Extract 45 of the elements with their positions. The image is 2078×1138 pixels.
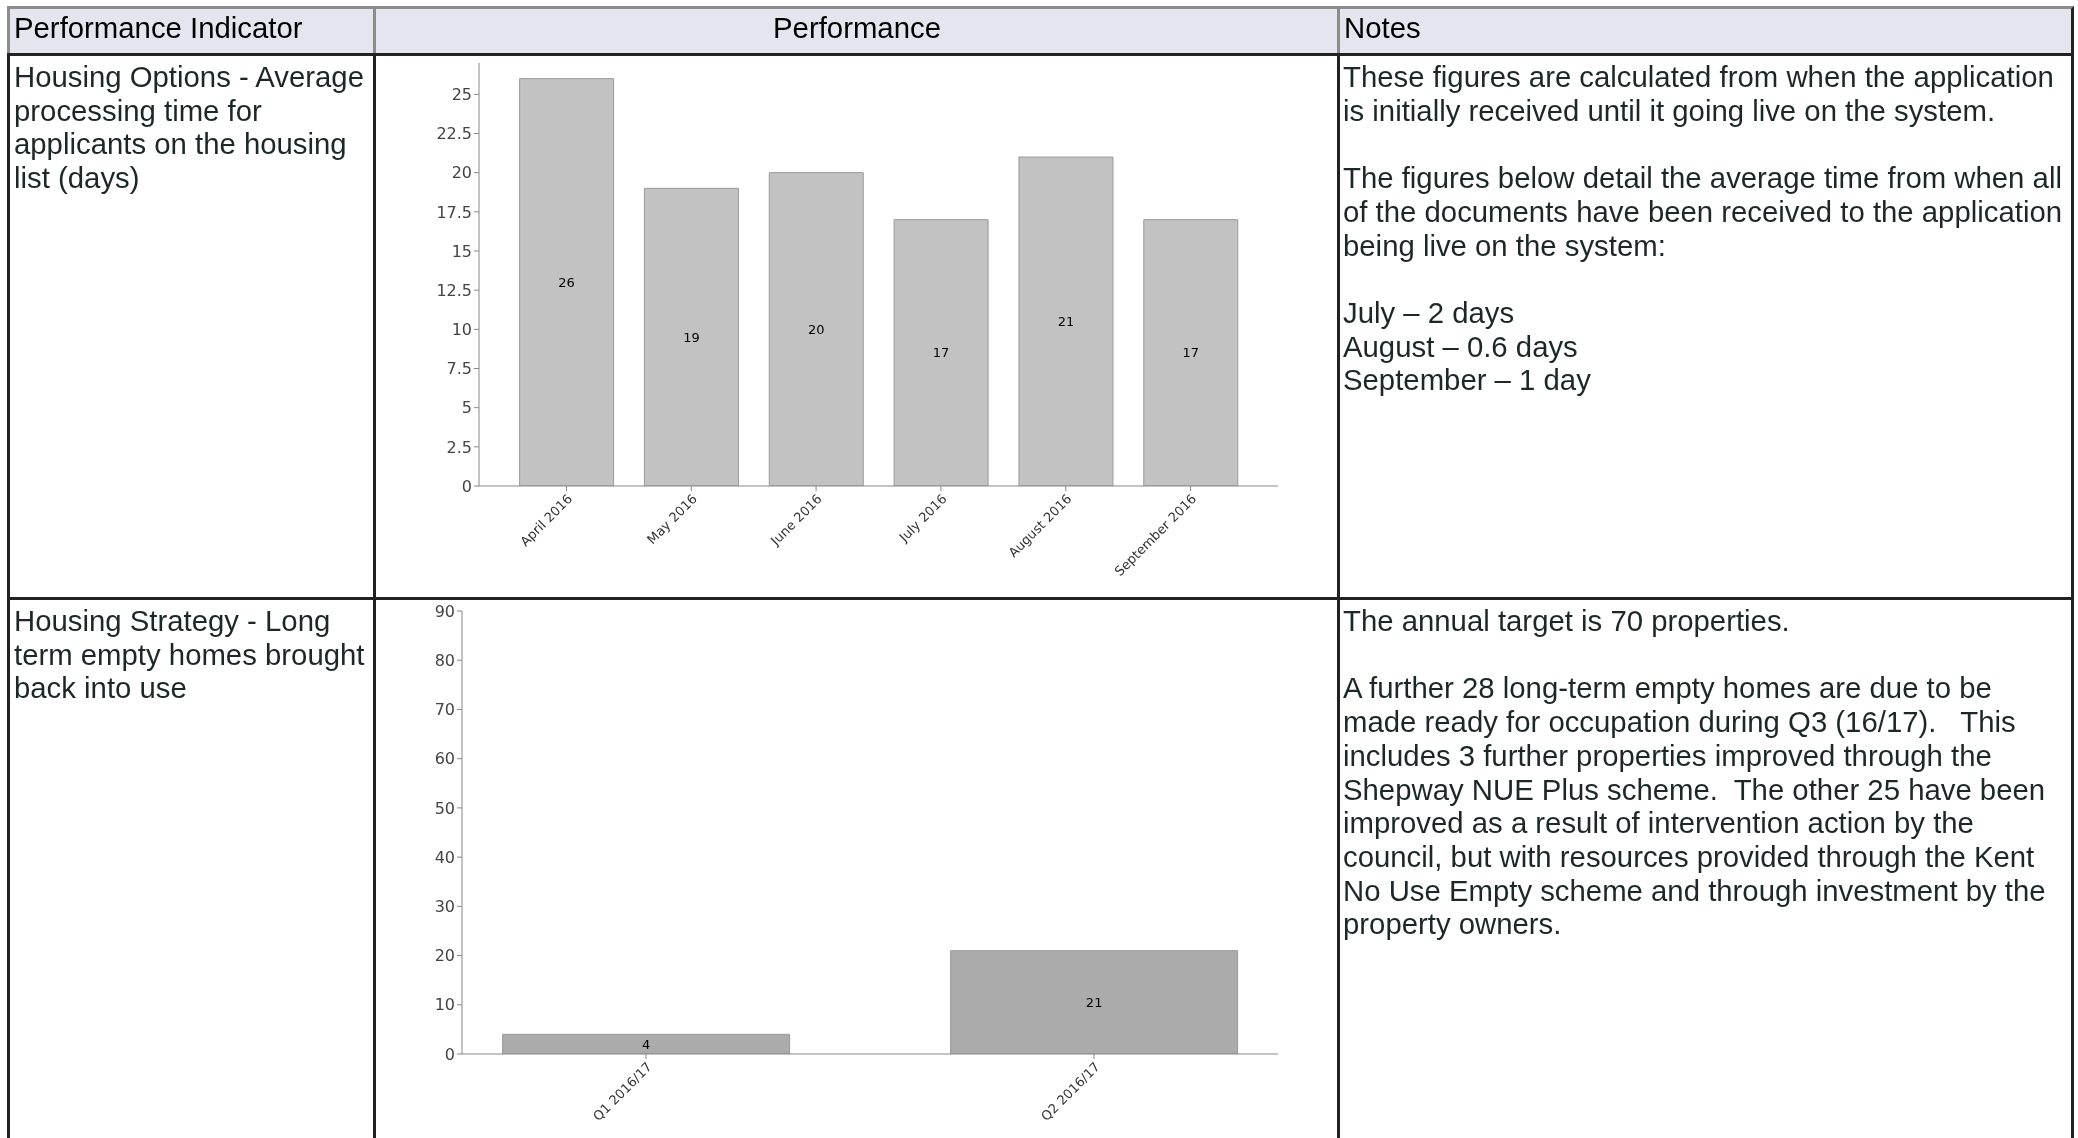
y-tick-label: 30: [434, 897, 455, 917]
y-tick-label: 40: [434, 847, 455, 867]
bar: [768, 172, 864, 486]
y-tick-label: 10: [451, 320, 472, 340]
text: Housing Strategy - Long term empty homes brought back into use: [13, 603, 366, 706]
data-label: 26: [558, 274, 575, 290]
bar: [1143, 219, 1239, 486]
text: Notes: [1343, 10, 1422, 45]
text: Performance: [772, 10, 942, 45]
y-tick-label: 0: [444, 1044, 455, 1064]
y-tick-label: 60: [434, 749, 455, 769]
y-tick-label: 70: [434, 700, 455, 720]
bar: [643, 187, 739, 486]
data-label: 17: [932, 345, 950, 361]
y-tick-label: 2.5: [446, 437, 472, 457]
y-tick-label: 15: [451, 241, 472, 261]
data-label: 4: [642, 1036, 651, 1052]
data-label: 21: [1085, 994, 1103, 1010]
text: A further 28 long-term empty homes are due to be made ready for occupation during Q3 (16/17). This includes 3 further properties improved through the Shepway NUE Plus scheme. The other 25 have been improved as a result of intervention action by the council, but with resources provided through the Kent No Use Empty scheme and through investment by the property owners.: [1343, 671, 2047, 942]
text: The annual target is 70 properties.: [1343, 604, 1791, 638]
y-tick-label: 0: [461, 476, 472, 496]
text: The figures below detail the average time from when all of the documents have been received to the application being live on the system:: [1343, 161, 2064, 263]
bar: [1018, 156, 1114, 486]
data-label: 21: [1057, 314, 1075, 330]
data-label: 20: [808, 321, 825, 337]
y-tick-label: 5: [461, 398, 472, 418]
text: Performance Indicator: [13, 10, 304, 45]
data-label: 17: [1182, 345, 1200, 361]
y-tick-label: 22.5: [436, 124, 472, 144]
y-tick-label: 25: [451, 85, 472, 105]
bar: [519, 78, 615, 486]
y-tick-label: 20: [434, 946, 455, 966]
y-tick-label: 10: [434, 995, 455, 1015]
bar: [893, 219, 989, 486]
text: July – 2 days August – 0.6 days September – 1 day: [1343, 295, 1592, 397]
y-tick-label: 20: [451, 163, 472, 183]
y-tick-label: 17.5: [436, 202, 472, 222]
y-tick-label: 12.5: [436, 280, 472, 300]
y-tick-label: 50: [434, 798, 455, 818]
y-tick-label: 90: [434, 601, 455, 621]
data-label: 19: [683, 329, 700, 345]
y-tick-label: 7.5: [446, 359, 472, 379]
text: Housing Options - Average processing time for applicants on the housing list (days): [13, 59, 365, 195]
text: These figures are calculated from when the application is initially received until it going live on the system.: [1343, 60, 2055, 128]
y-tick-label: 80: [434, 650, 455, 670]
